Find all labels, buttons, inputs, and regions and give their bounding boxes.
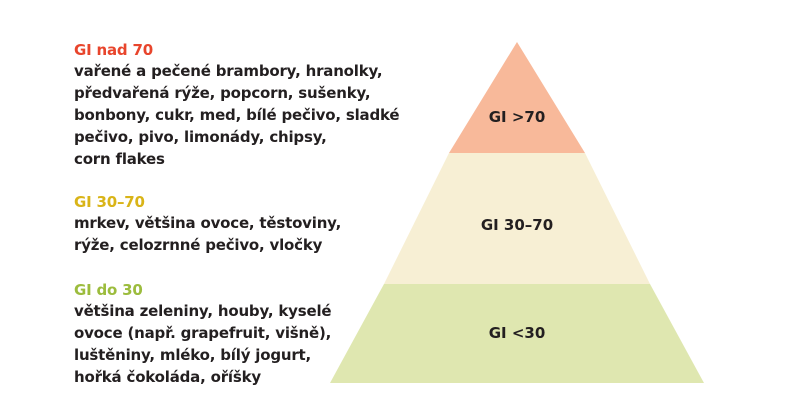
pyramid-label-middle: GI 30–70 — [481, 216, 553, 234]
legend-line: mrkev, většina ovoce, těstoviny, — [74, 214, 342, 232]
legend-title-low: GI do 30 — [74, 281, 143, 299]
legend-line: vařené a pečené brambory, hranolky, — [74, 62, 383, 80]
pyramid-tier-bottom — [330, 284, 704, 383]
legend-line: pečivo, pivo, limonády, chipsy, — [74, 128, 327, 146]
legend-text-low: většina zeleniny, houby, kyselé ovoce (n… — [74, 300, 434, 388]
legend-line: rýže, celozrnné pečivo, vločky — [74, 236, 323, 254]
legend-line: bonbony, cukr, med, bílé pečivo, sladké — [74, 106, 400, 124]
legend-line: corn flakes — [74, 150, 165, 168]
legend-title-high: GI nad 70 — [74, 41, 153, 59]
legend-group-high: GI nad 70 vařené a pečené brambory, hran… — [74, 40, 434, 170]
legend-line: hořká čokoláda, oříšky — [74, 368, 261, 386]
legend-text-mid: mrkev, většina ovoce, těstoviny, rýže, c… — [74, 212, 434, 256]
legend-line: luštěniny, mléko, bílý jogurt, — [74, 346, 312, 364]
legend-group-low: GI do 30 většina zeleniny, houby, kyselé… — [74, 280, 434, 388]
pyramid-tier-middle — [384, 153, 650, 284]
legend-title-mid: GI 30–70 — [74, 193, 145, 211]
legend-group-mid: GI 30–70 mrkev, většina ovoce, těstoviny… — [74, 192, 434, 256]
pyramid-label-bottom: GI <30 — [489, 324, 546, 342]
legend-line: předvařená rýže, popcorn, sušenky, — [74, 84, 371, 102]
legend-line: většina zeleniny, houby, kyselé — [74, 302, 332, 320]
legend-line: ovoce (např. grapefruit, višně), — [74, 324, 332, 342]
legend-text-high: vařené a pečené brambory, hranolky, před… — [74, 60, 434, 170]
pyramid-label-top: GI >70 — [489, 108, 546, 126]
pyramid-tier-top — [449, 42, 585, 153]
